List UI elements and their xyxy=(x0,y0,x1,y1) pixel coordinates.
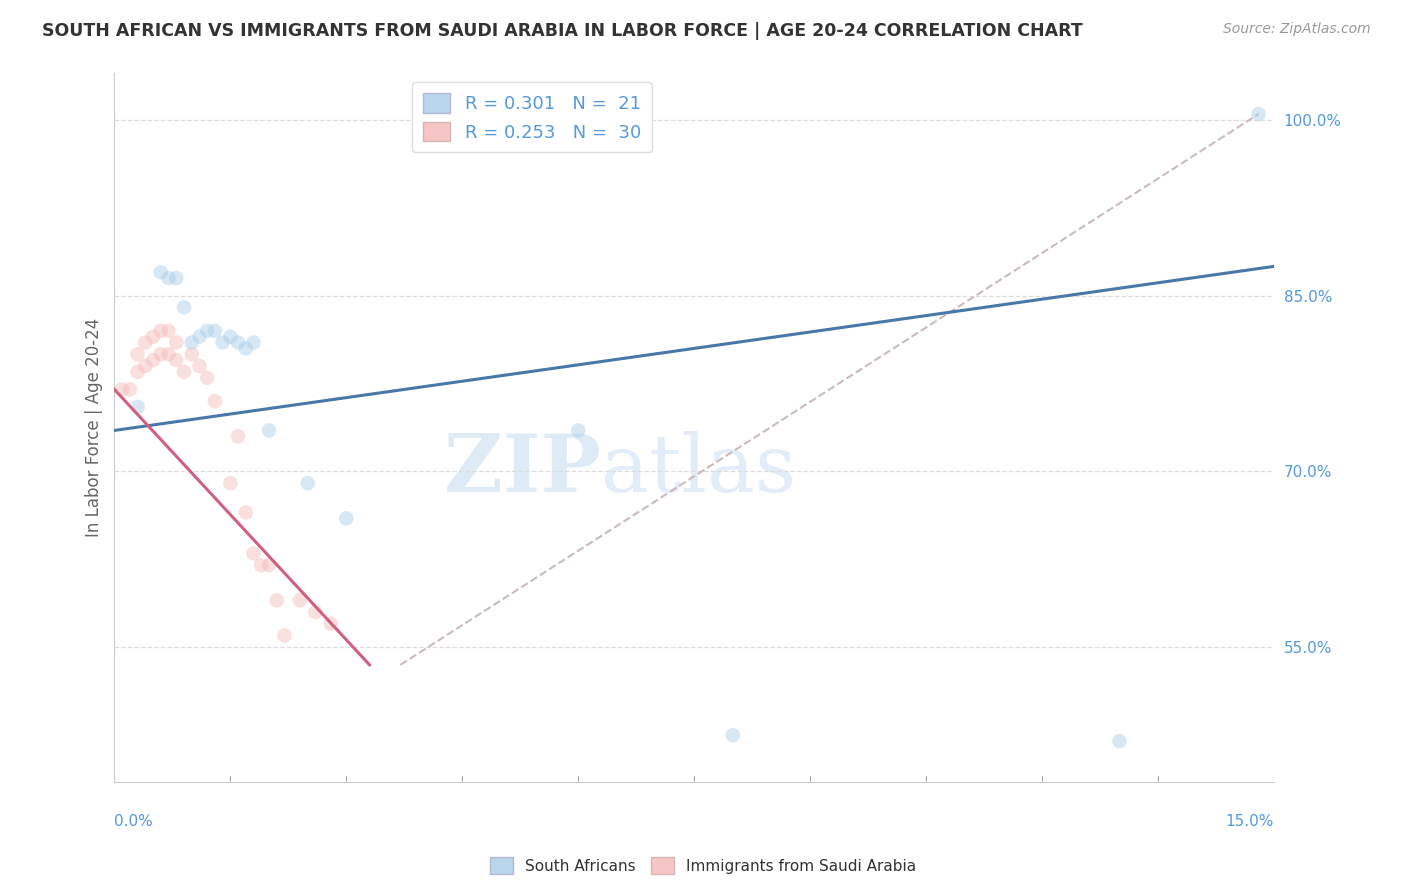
Point xyxy=(180,347,202,361)
Point xyxy=(257,558,280,573)
Point xyxy=(297,476,319,491)
Point xyxy=(242,335,264,350)
Point xyxy=(149,347,172,361)
Point xyxy=(157,271,180,285)
Point xyxy=(195,324,218,338)
Point xyxy=(219,476,242,491)
Point xyxy=(226,429,249,443)
Point xyxy=(149,324,172,338)
Point xyxy=(204,324,226,338)
Point xyxy=(165,335,187,350)
Text: Source: ZipAtlas.com: Source: ZipAtlas.com xyxy=(1223,22,1371,37)
Point xyxy=(567,424,589,438)
Point xyxy=(188,359,211,373)
Point xyxy=(188,329,211,343)
Point xyxy=(157,347,180,361)
Point xyxy=(127,400,149,414)
Point xyxy=(127,365,149,379)
Legend: R = 0.301   N =  21, R = 0.253   N =  30: R = 0.301 N = 21, R = 0.253 N = 30 xyxy=(412,82,651,153)
Point xyxy=(134,335,156,350)
Text: 15.0%: 15.0% xyxy=(1226,814,1274,829)
Point xyxy=(304,605,326,619)
Point xyxy=(235,342,257,356)
Point xyxy=(211,335,233,350)
Text: atlas: atlas xyxy=(602,431,797,509)
Point xyxy=(149,265,172,279)
Legend: South Africans, Immigrants from Saudi Arabia: South Africans, Immigrants from Saudi Ar… xyxy=(484,851,922,880)
Point xyxy=(319,616,342,631)
Point xyxy=(165,271,187,285)
Point xyxy=(165,353,187,368)
Text: SOUTH AFRICAN VS IMMIGRANTS FROM SAUDI ARABIA IN LABOR FORCE | AGE 20-24 CORRELA: SOUTH AFRICAN VS IMMIGRANTS FROM SAUDI A… xyxy=(42,22,1083,40)
Point xyxy=(134,359,156,373)
Point xyxy=(257,424,280,438)
Point xyxy=(235,506,257,520)
Y-axis label: In Labor Force | Age 20-24: In Labor Force | Age 20-24 xyxy=(86,318,103,537)
Point xyxy=(173,301,195,315)
Point xyxy=(204,394,226,409)
Point xyxy=(288,593,311,607)
Point xyxy=(1247,107,1270,121)
Point xyxy=(157,324,180,338)
Point xyxy=(118,383,141,397)
Point xyxy=(721,728,744,742)
Point xyxy=(180,335,202,350)
Point xyxy=(266,593,288,607)
Point xyxy=(250,558,273,573)
Text: 0.0%: 0.0% xyxy=(114,814,153,829)
Point xyxy=(273,628,295,642)
Point xyxy=(173,365,195,379)
Point xyxy=(226,335,249,350)
Point xyxy=(1108,734,1130,748)
Point xyxy=(111,383,134,397)
Text: ZIP: ZIP xyxy=(444,431,602,509)
Point xyxy=(219,329,242,343)
Point xyxy=(142,329,165,343)
Point xyxy=(127,347,149,361)
Point xyxy=(335,511,357,525)
Point xyxy=(142,353,165,368)
Point xyxy=(242,547,264,561)
Point xyxy=(195,370,218,384)
